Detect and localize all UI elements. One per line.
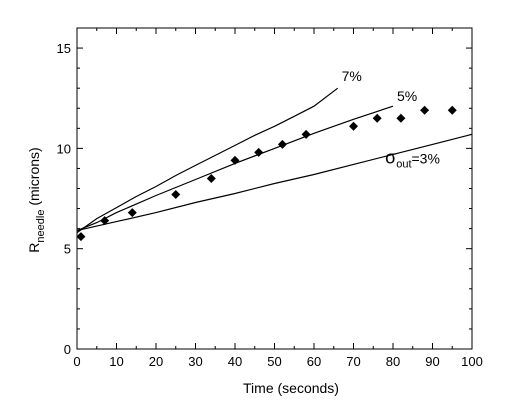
y-tick-label: 0 (64, 342, 71, 357)
plot-frame (76, 27, 473, 350)
curve-annotations: 7% 5% σout=3% (342, 68, 440, 170)
y-axis-title-main: R (26, 243, 42, 253)
x-tick-label: 50 (267, 354, 281, 369)
x-tick-label: 0 (73, 354, 80, 369)
data-point-diamond (349, 121, 358, 131)
curve-label-sigma: σ (385, 147, 396, 167)
series-line-1 (76, 105, 394, 232)
tick-labels: 0 10 20 30 40 50 60 70 80 90 100 0 5 10 15 (57, 41, 483, 369)
data-point-diamond (76, 232, 86, 242)
series-line-2 (76, 133, 473, 232)
x-tick-label: 70 (346, 354, 360, 369)
x-tick-label: 90 (425, 354, 439, 369)
data-point-diamond (301, 129, 311, 139)
y-tick-label: 15 (57, 41, 71, 56)
tick-marks (76, 27, 473, 350)
data-point-diamond (254, 147, 264, 157)
data-point-diamond (420, 105, 430, 115)
x-tick-label: 80 (386, 354, 400, 369)
x-tick-label: 20 (149, 354, 163, 369)
y-tick-label: 5 (64, 242, 71, 257)
data-point-diamond (277, 139, 287, 149)
data-point-diamond (396, 113, 406, 123)
x-axis-title: Time (seconds) (243, 380, 339, 396)
curve-label-sub: out (396, 158, 411, 170)
y-axis-title: Rneedle (microns) (26, 147, 47, 252)
x-tick-label: 30 (188, 354, 202, 369)
curve-label-0: 7% (342, 68, 362, 84)
y-axis-title-rest: (microns) (26, 147, 42, 209)
series-lines (76, 87, 473, 234)
x-tick-label: 40 (228, 354, 242, 369)
y-axis-title-sub: needle (35, 210, 47, 243)
data-point-diamond (372, 113, 382, 123)
data-point-diamond (447, 105, 457, 115)
x-tick-label: 10 (109, 354, 123, 369)
data-point-diamond (230, 155, 240, 165)
curve-label-1: 5% (397, 88, 417, 104)
data-point-diamond (127, 208, 137, 218)
curve-label-2: σout=3% (385, 147, 440, 170)
y-tick-label: 10 (57, 141, 71, 156)
x-tick-label: 100 (461, 354, 483, 369)
data-point-diamond (171, 190, 181, 200)
series-line-0 (76, 87, 339, 234)
curve-label-rest: =3% (412, 150, 440, 166)
data-point-diamond (100, 216, 110, 226)
x-tick-label: 60 (307, 354, 321, 369)
data-markers (76, 105, 457, 242)
data-point-diamond (206, 173, 216, 183)
